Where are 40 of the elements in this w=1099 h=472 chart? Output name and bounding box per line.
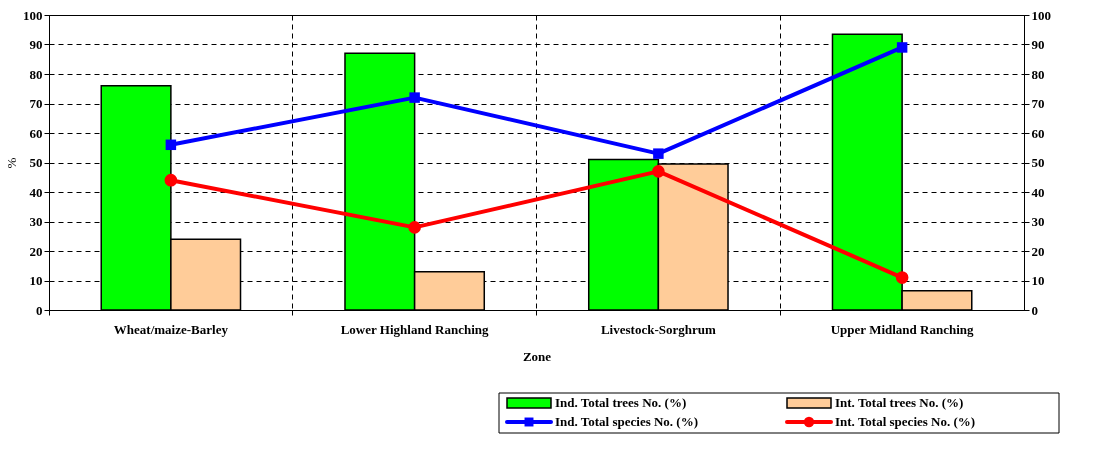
point	[165, 139, 177, 151]
y-tick-label: 10	[29, 273, 43, 288]
y-tick-label: 90	[29, 37, 43, 52]
y2-tick-label: 20	[1031, 243, 1045, 259]
y-tick-label: 30	[29, 214, 43, 229]
y-tick-label: 50	[29, 155, 43, 170]
y-tick-label: 60	[29, 125, 43, 141]
x-tick-label: Wheat/maize-Barley	[113, 321, 229, 337]
y-axis-title: %	[4, 157, 19, 169]
y2-tick-label: 80	[1031, 66, 1045, 82]
legend-label: Int. Total trees No. (%)	[835, 395, 964, 410]
y2-tick-label: 40	[1031, 184, 1045, 200]
point	[409, 92, 420, 103]
y2-tick-label: 90	[1031, 37, 1045, 52]
point	[653, 148, 664, 159]
y-tick-label: 80	[29, 66, 43, 82]
y2-tick-label: 30	[1031, 214, 1045, 229]
point	[895, 271, 909, 284]
x-axis-title: Zone	[522, 348, 552, 364]
point	[896, 42, 908, 53]
legend-label: Ind. Total species No. (%)	[555, 414, 699, 429]
y2-tick-label: 100	[1031, 7, 1051, 23]
point	[164, 173, 178, 187]
point	[652, 165, 665, 178]
y-tick-label: 20	[29, 243, 43, 259]
x-tick-label: Livestock-Sorghrum	[600, 321, 716, 337]
y2-tick-label: 50	[1031, 155, 1045, 170]
y2-tick-label: 70	[1031, 96, 1045, 111]
y2-tick-label: 60	[1031, 125, 1045, 141]
legend-label: Int. Total species No. (%)	[835, 414, 976, 429]
y-tick-label: 0	[36, 302, 43, 318]
legend-label: Ind. Total trees No. (%)	[555, 395, 687, 410]
y2-tick-label: 10	[1031, 273, 1045, 288]
x-tick-label: Lower Highland Ranching	[340, 321, 490, 337]
y-tick-label: 100	[23, 7, 43, 23]
y-tick-label: 40	[29, 184, 43, 200]
point	[408, 221, 421, 234]
y-tick-label: 70	[29, 96, 43, 111]
x-tick-label: Upper Midland Ranching	[830, 321, 975, 337]
y2-tick-label: 0	[1031, 302, 1038, 318]
